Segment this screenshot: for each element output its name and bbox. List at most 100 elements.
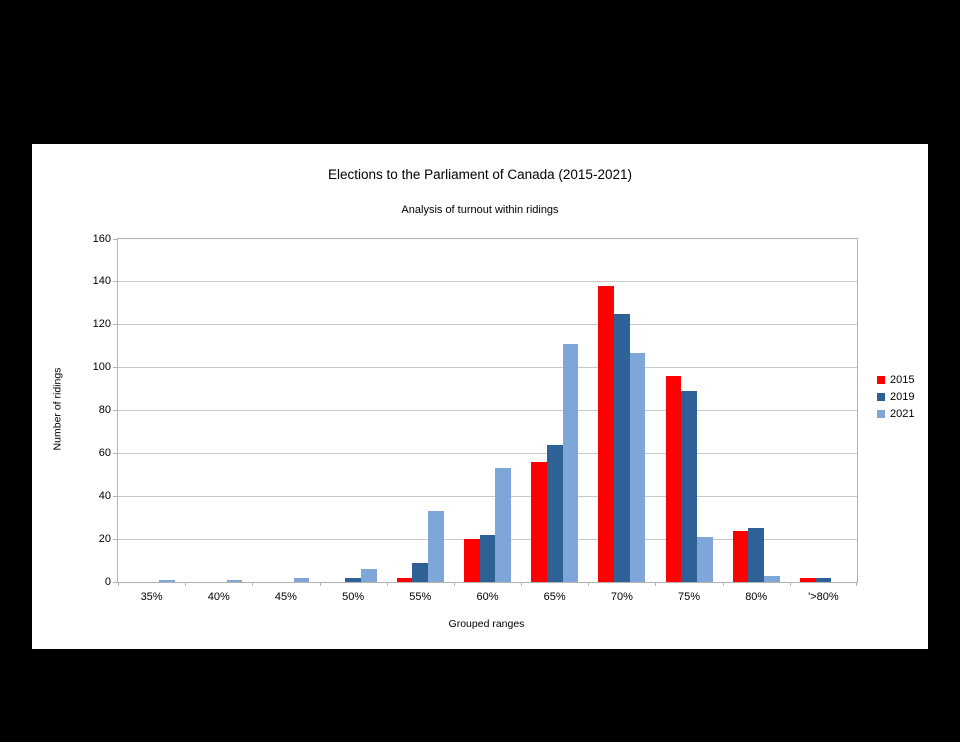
bar-2015 bbox=[732, 530, 749, 582]
bar-group bbox=[655, 239, 722, 582]
y-tick-label: 0 bbox=[104, 575, 111, 588]
x-tick-label: 35% bbox=[140, 591, 163, 603]
bar-group bbox=[320, 239, 387, 582]
y-axis-title: Number of ridings bbox=[51, 367, 64, 451]
y-tick-label: 160 bbox=[92, 232, 111, 245]
x-tick-label: 75% bbox=[678, 591, 701, 603]
x-tick-label: '>80% bbox=[808, 591, 839, 603]
bar-group bbox=[723, 239, 790, 582]
bar-group bbox=[185, 239, 252, 582]
chart-subtitle: Analysis of turnout within ridings bbox=[401, 204, 559, 216]
gridline bbox=[118, 324, 857, 326]
chart-canvas: Elections to the Parliament of Canada (2… bbox=[32, 144, 928, 649]
x-tick-label: 60% bbox=[476, 591, 499, 603]
legend-label: 2021 bbox=[890, 408, 915, 421]
x-axis-tick bbox=[521, 582, 522, 586]
bar-2019 bbox=[614, 314, 630, 582]
bar-2019 bbox=[748, 528, 765, 582]
bar-2019 bbox=[412, 562, 429, 582]
bar-group bbox=[790, 239, 857, 582]
bar-group bbox=[588, 239, 655, 582]
bar-2015 bbox=[799, 577, 816, 582]
x-axis-tick bbox=[588, 582, 589, 586]
x-axis-tick bbox=[723, 582, 724, 586]
bar-2021 bbox=[293, 577, 310, 582]
y-axis-tick bbox=[113, 281, 118, 283]
y-tick-label: 120 bbox=[92, 318, 111, 331]
x-tick-label: 50% bbox=[342, 591, 365, 603]
gridline bbox=[118, 281, 857, 283]
x-axis-tick bbox=[252, 582, 253, 586]
y-tick-label: 100 bbox=[92, 361, 111, 374]
x-axis-tick bbox=[655, 582, 656, 586]
x-axis-tick bbox=[320, 582, 321, 586]
legend-item: 2021 bbox=[877, 406, 914, 423]
y-tick-label: 20 bbox=[98, 532, 111, 545]
legend-item: 2019 bbox=[877, 388, 914, 405]
x-tick-label: 45% bbox=[274, 591, 297, 603]
x-axis-title: Grouped ranges bbox=[448, 618, 525, 630]
bar-2015 bbox=[598, 286, 614, 582]
bar-2015 bbox=[396, 577, 413, 582]
legend-swatch-2021 bbox=[877, 410, 885, 419]
bar-2015 bbox=[463, 539, 480, 582]
x-axis-tick bbox=[118, 582, 119, 586]
y-tick-label: 40 bbox=[98, 489, 111, 502]
bar-2021 bbox=[696, 536, 713, 582]
bar-2019 bbox=[815, 577, 832, 582]
bar-2021 bbox=[428, 511, 444, 582]
x-axis-tick bbox=[387, 582, 388, 586]
bar-group bbox=[387, 239, 454, 582]
y-axis-tick bbox=[113, 452, 118, 454]
x-axis-tick bbox=[790, 582, 791, 586]
x-axis-tick bbox=[454, 582, 455, 586]
gridline bbox=[118, 452, 857, 454]
x-axis-tick bbox=[185, 582, 186, 586]
x-tick-label: 80% bbox=[745, 591, 768, 603]
bar-2021 bbox=[562, 344, 579, 582]
legend-swatch-2019 bbox=[877, 392, 885, 401]
bar-2021 bbox=[159, 579, 176, 582]
bar-2019 bbox=[681, 391, 697, 582]
legend-label: 2015 bbox=[890, 373, 915, 386]
chart-title: Elections to the Parliament of Canada (2… bbox=[328, 167, 632, 182]
bar-2021 bbox=[764, 575, 780, 582]
y-tick-label: 140 bbox=[92, 275, 111, 288]
y-tick-label: 80 bbox=[98, 404, 111, 416]
bar-2019 bbox=[345, 577, 361, 582]
bar-group bbox=[252, 239, 319, 582]
bar-group bbox=[118, 239, 185, 582]
y-axis-tick bbox=[113, 581, 118, 583]
legend-swatch-2015 bbox=[877, 375, 885, 384]
bar-group bbox=[454, 239, 521, 582]
legend-item: 2015 bbox=[877, 371, 914, 388]
legend: 2015 2019 2021 bbox=[877, 371, 914, 423]
x-tick-label: 40% bbox=[207, 591, 230, 603]
bar-group bbox=[521, 239, 588, 582]
x-tick-label: 65% bbox=[543, 591, 566, 603]
bar-2021 bbox=[495, 468, 512, 582]
bar-2021 bbox=[226, 579, 243, 582]
gridline bbox=[118, 495, 857, 497]
y-axis-tick bbox=[113, 324, 118, 326]
y-axis-tick bbox=[113, 410, 118, 411]
bar-2015 bbox=[531, 461, 547, 582]
gridline bbox=[118, 367, 857, 369]
x-tick-label: 55% bbox=[409, 591, 432, 603]
plot-area: 0 20 40 60 80 100 120 140 160 35% 40% 45% 50% 55% 60% 6… bbox=[93, 233, 858, 603]
bar-2019 bbox=[479, 534, 496, 582]
bar-2021 bbox=[360, 569, 377, 582]
x-tick-label: 70% bbox=[610, 591, 633, 603]
legend-label: 2019 bbox=[890, 390, 915, 403]
bar-2021 bbox=[629, 352, 646, 582]
y-axis-tick bbox=[113, 538, 118, 540]
bar-2019 bbox=[546, 444, 563, 582]
y-tick-label: 60 bbox=[98, 446, 111, 459]
y-axis-tick bbox=[113, 238, 118, 240]
x-axis-tick bbox=[856, 582, 857, 586]
gridline bbox=[118, 410, 857, 411]
y-axis-tick bbox=[113, 367, 118, 369]
bar-2015 bbox=[665, 376, 682, 582]
y-axis-tick bbox=[113, 495, 118, 497]
